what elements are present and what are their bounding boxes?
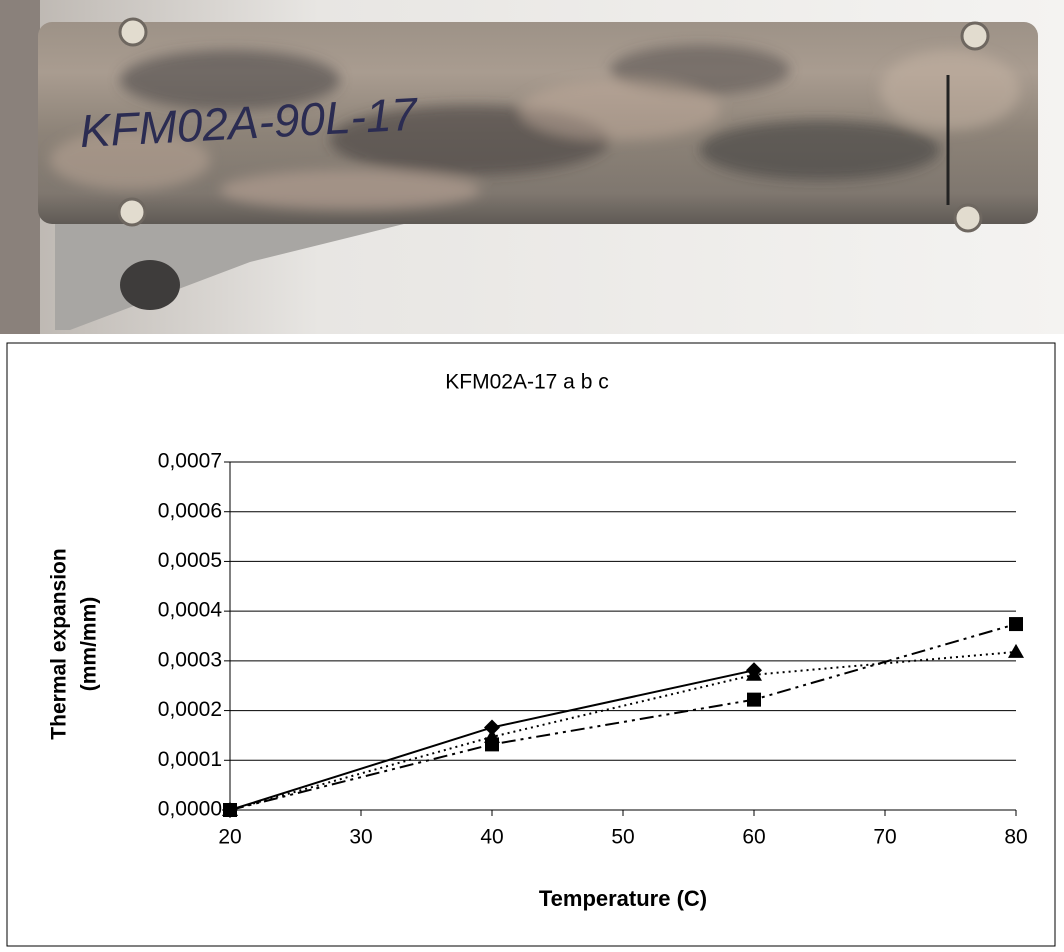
y-tick-label: 0,0007 (158, 450, 222, 473)
holder (55, 220, 420, 330)
y-tick-label: 0,0000 (158, 798, 222, 821)
marker (1009, 617, 1023, 632)
x-tick-label: 20 (218, 826, 241, 849)
rock-texture (50, 45, 1020, 210)
series-line (229, 623, 1017, 811)
marker (485, 737, 499, 752)
x-tick-label: 30 (349, 826, 372, 849)
y-axis-title: Thermal expansion (mm/mm) (48, 548, 101, 739)
marker (746, 666, 762, 681)
clamp (0, 0, 40, 334)
x-tick-label: 50 (611, 826, 634, 849)
y-axis-title-line: (mm/mm) (78, 597, 101, 692)
marker (1008, 643, 1024, 658)
rock-photo: KFM02A-90L-17 (0, 0, 1064, 334)
pin (960, 21, 990, 51)
y-axis-title-line: Thermal expansion (48, 548, 71, 739)
y-tick-label: 0,0001 (158, 748, 222, 771)
y-tick-label: 0,0002 (158, 698, 222, 721)
y-tick-label: 0,0004 (158, 599, 223, 622)
marker (484, 719, 500, 736)
x-axis-title: Temperature (C) (539, 886, 707, 911)
y-tick-label: 0,0006 (158, 499, 222, 522)
pin (953, 203, 983, 233)
y-tick-label: 0,0003 (158, 648, 222, 671)
pin (117, 197, 147, 227)
y-tick-label: 0,0005 (158, 549, 222, 572)
x-tick-label: 80 (1004, 826, 1027, 849)
chart: KFM02A-17 a b c Temperature (C) Thermal … (6, 342, 1056, 947)
hole (120, 260, 180, 310)
x-tick-label: 40 (480, 826, 503, 849)
x-tick-label: 60 (742, 826, 765, 849)
marker (223, 803, 237, 817)
chart-frame (6, 342, 1056, 947)
pin (118, 17, 148, 47)
series-line (229, 650, 1017, 811)
x-tick-label: 70 (873, 826, 896, 849)
chart-title: KFM02A-17 a b c (445, 371, 608, 394)
marker (747, 692, 761, 707)
